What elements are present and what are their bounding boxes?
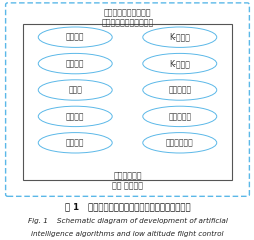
Text: 朴素贝叶斯: 朴素贝叶斯: [168, 85, 190, 95]
Bar: [23, 24, 231, 180]
Text: 线性回归: 线性回归: [66, 33, 84, 42]
Text: Fig. 1    Schematic diagram of development of artificial: Fig. 1 Schematic diagram of development …: [27, 218, 227, 224]
Text: 降维运算: 降维运算: [66, 138, 84, 147]
Text: 逻辑回归: 逻辑回归: [66, 59, 84, 68]
Ellipse shape: [38, 132, 112, 153]
Text: 决策树: 决策树: [68, 85, 82, 95]
Text: 支持向量机: 支持向量机: [168, 112, 190, 121]
Ellipse shape: [38, 54, 112, 74]
Text: 决策智能化、效能体系化: 决策智能化、效能体系化: [101, 18, 153, 27]
Ellipse shape: [142, 54, 216, 74]
Ellipse shape: [142, 80, 216, 100]
Text: intelligence algorithms and low altitude flight control: intelligence algorithms and low altitude…: [31, 231, 223, 237]
Ellipse shape: [38, 80, 112, 100]
Text: K-最近邻: K-最近邻: [169, 33, 189, 42]
Text: K-均值法: K-均值法: [169, 59, 189, 68]
Text: 智能 飞行控制: 智能 飞行控制: [112, 181, 142, 191]
Ellipse shape: [38, 27, 112, 48]
Text: 低空飞行控制自主化、: 低空飞行控制自主化、: [103, 9, 151, 18]
Text: 图 1   人工智能领域算法与低空飞行控制发展示意图: 图 1 人工智能领域算法与低空飞行控制发展示意图: [65, 202, 189, 211]
Ellipse shape: [142, 27, 216, 48]
Text: 随机森林: 随机森林: [66, 112, 84, 121]
Ellipse shape: [38, 106, 112, 127]
Text: 人工神经网络: 人工神经网络: [165, 138, 193, 147]
Ellipse shape: [142, 106, 216, 127]
Text: 人工智能算法: 人工智能算法: [113, 171, 141, 180]
Ellipse shape: [142, 132, 216, 153]
